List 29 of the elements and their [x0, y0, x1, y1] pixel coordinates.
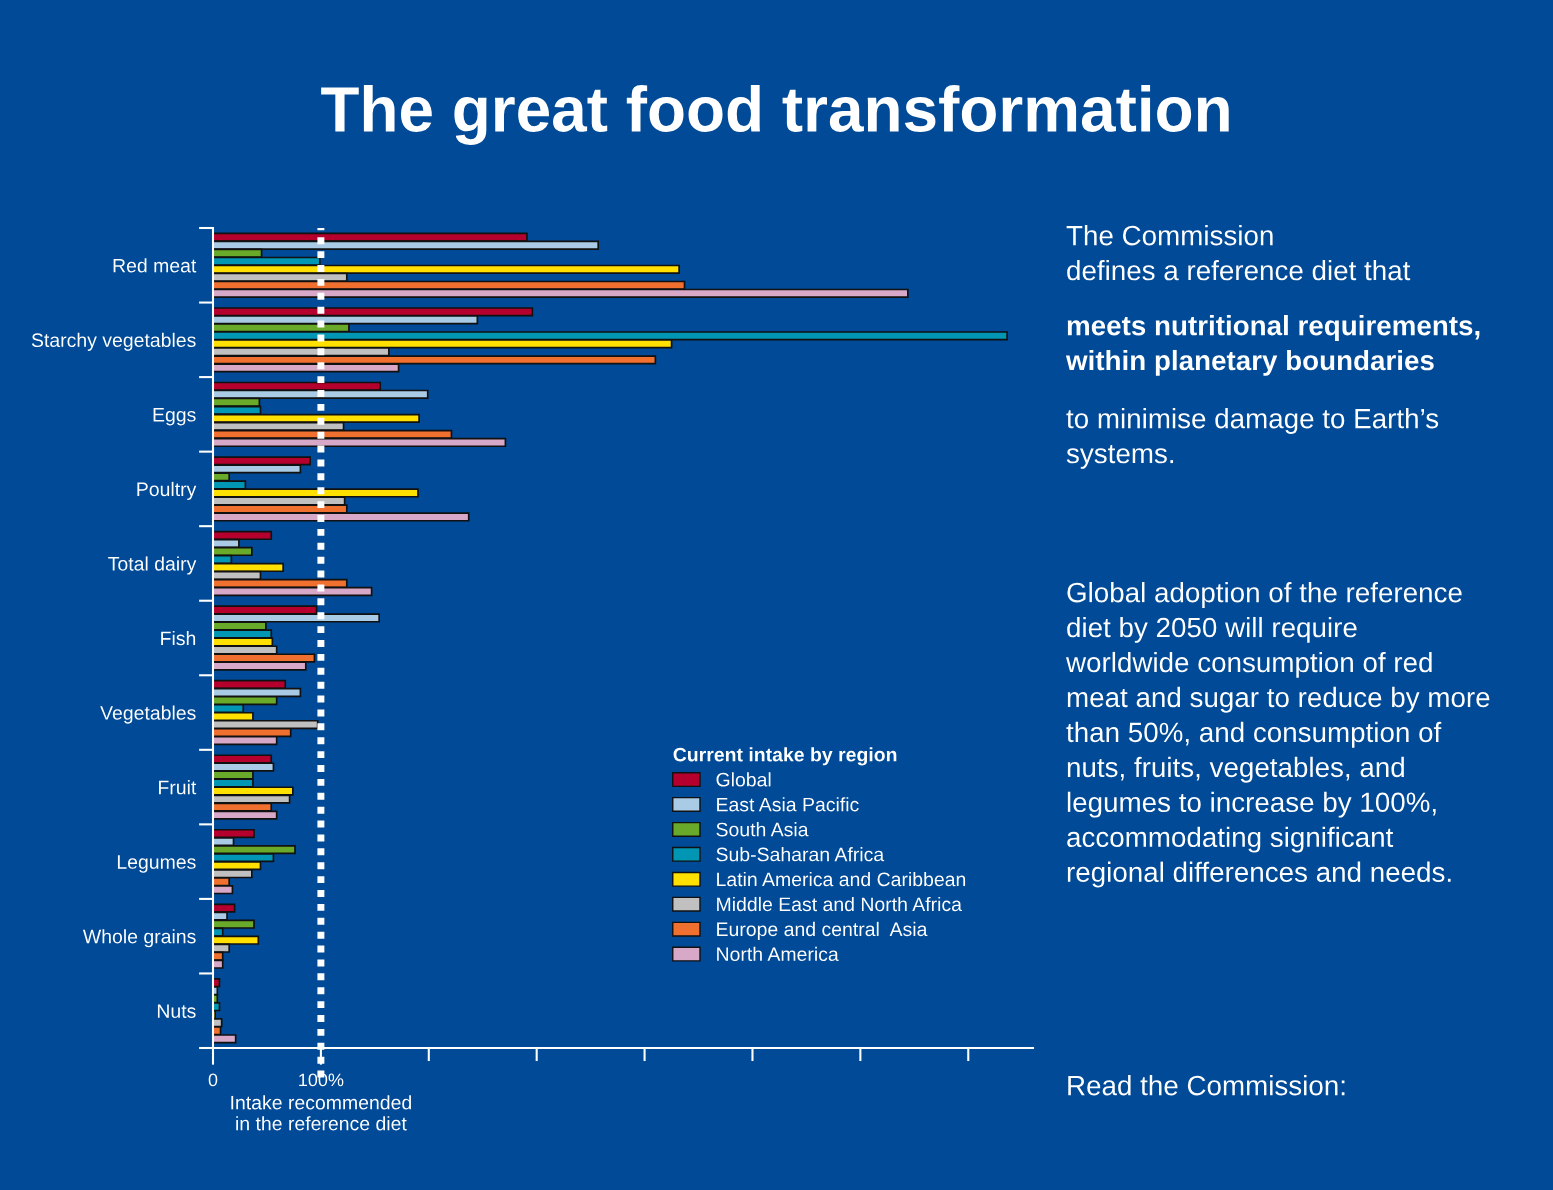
y-tick-label: Fish: [161, 630, 196, 646]
ref-line-label: Intake recommended in the reference diet: [231, 1095, 411, 1131]
legend-label: Sub-Saharan Africa: [716, 847, 885, 862]
text: Read the Commission:: [1068, 1075, 1345, 1096]
x-tick-label: 100%: [299, 1073, 344, 1087]
legend-label: North America: [717, 946, 839, 962]
y-tick-label: Poultry: [137, 481, 197, 500]
legend-label: Europe and central Asia: [717, 921, 928, 940]
legend-label: Global: [716, 772, 771, 787]
legend-label: East Asia Pacific: [717, 797, 859, 812]
text: The Commission defines a reference diet that: [1066, 225, 1411, 281]
legend-label: South Asia: [716, 822, 809, 837]
x-tick-label: 0: [208, 1073, 218, 1087]
y-tick-label: Nuts: [157, 1004, 196, 1018]
y-tick-label: Red meat: [113, 258, 197, 273]
legend-label: Middle East and North Africa: [717, 896, 962, 912]
y-tick-label: Legumes: [117, 855, 196, 873]
legend-title: Current intake by region: [673, 747, 897, 766]
text: meets nutritional requirements, within planetary boundaries: [1065, 315, 1480, 376]
y-tick-label: Starchy vegetables: [31, 332, 196, 351]
y-tick-label: Fruit: [159, 780, 197, 795]
y-tick-label: Total dairy: [108, 556, 197, 575]
y-tick-label: Whole grains: [82, 929, 196, 948]
chart-title: The great food transformation: [321, 85, 1229, 145]
text: to minimise damage to Earth’s systems.: [1066, 408, 1439, 469]
y-tick-label: Vegetables: [100, 705, 196, 724]
legend-label: Latin America and Caribbean: [717, 871, 966, 887]
text: Global adoption of the reference diet by 2050 will require worldwide consumption of red meat and sugar to reduce by more than 50%, and consumption of nuts, fruits, vegetables, and legumes to increase by 100%, accommodating significant regional differences and needs.: [1065, 582, 1490, 888]
y-tick-label: Eggs: [153, 408, 196, 426]
